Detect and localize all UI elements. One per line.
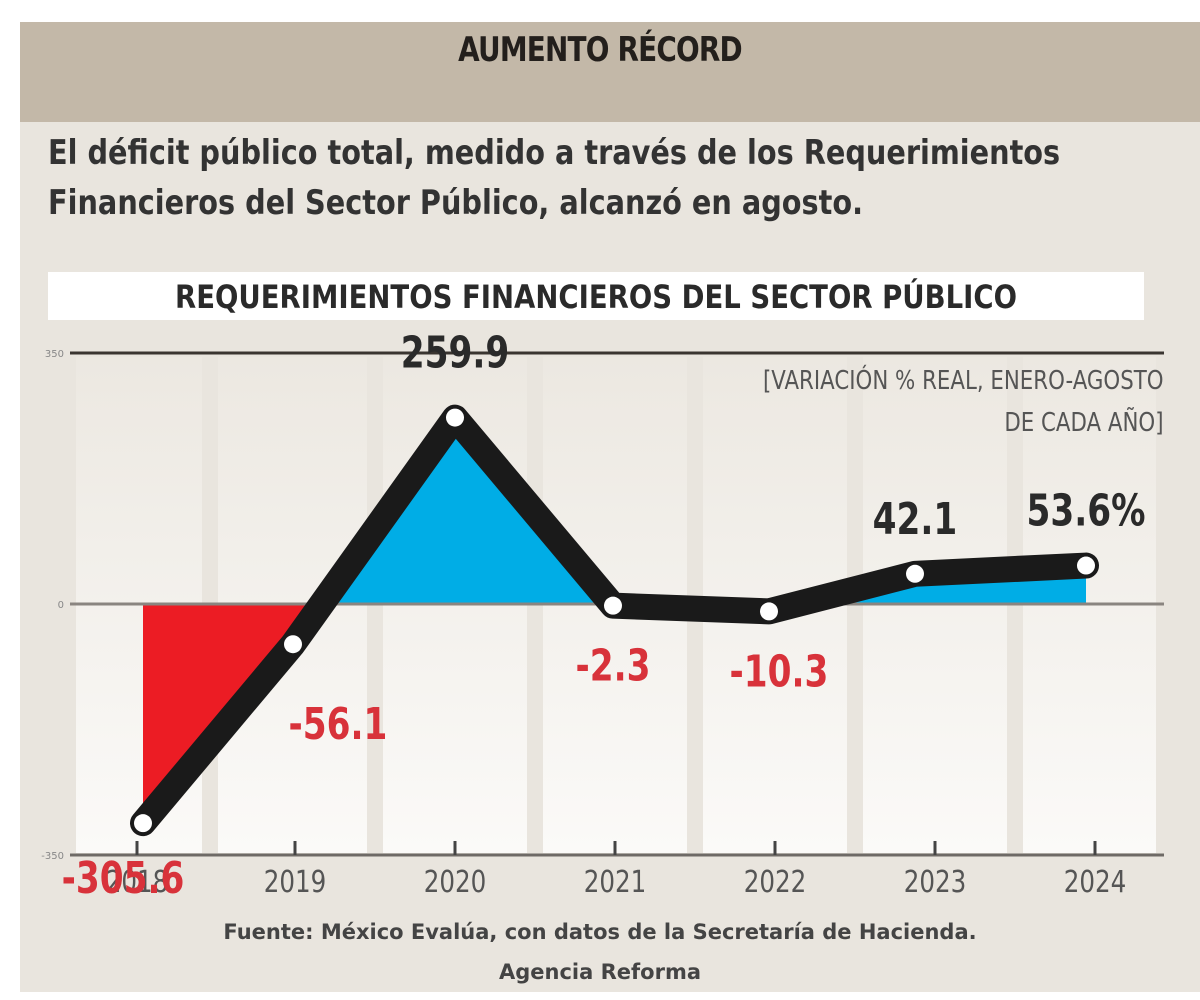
subtitle-line-1: El déficit público total, medido a travé… [48,133,1061,173]
data-point [134,814,152,833]
subtitle: El déficit público total, medido a travé… [48,128,1180,228]
y-tick-label: 350 [45,349,64,360]
footer: Fuente: México Evalúa, con datos de la S… [0,912,1200,992]
data-label: -56.1 [289,699,388,750]
x-tick-label: 2019 [264,866,327,900]
subtitle-line-2: Financieros del Sector Público, alcanzó … [48,183,864,223]
header-band [20,22,1200,122]
x-tick-label: 2024 [1064,866,1127,900]
units-note: [VARIACIÓN % REAL, ENERO-AGOSTO DE CADA … [763,360,1164,444]
data-label: -2.3 [575,641,650,692]
data-point [604,596,622,615]
agency-credit: Agencia Reforma [499,960,701,984]
source-note: Fuente: México Evalúa, con datos de la S… [223,920,977,944]
header-title: AUMENTO RÉCORD [458,30,743,70]
units-line-2: DE CADA AÑO] [1004,408,1164,438]
data-point [1077,556,1095,575]
data-point [906,564,924,583]
data-point [446,408,464,427]
y-tick-label: -350 [41,851,64,862]
data-label: -10.3 [730,646,829,697]
data-label: 259.9 [401,327,510,378]
y-tick-label: 0 [58,600,64,611]
chart-title-bar: REQUERIMIENTOS FINANCIEROS DEL SECTOR PÚ… [48,272,1144,320]
x-tick-label: 2022 [744,866,807,900]
x-tick-label: 2020 [424,866,487,900]
x-tick-label: 2018 [106,866,169,900]
data-point [284,635,302,654]
data-label: 42.1 [873,494,958,545]
data-point [760,602,778,621]
data-label: -305.6 [62,853,185,904]
data-label: 53.6% [1026,485,1145,536]
chart-title: REQUERIMIENTOS FINANCIEROS DEL SECTOR PÚ… [175,278,1017,316]
x-tick-label: 2021 [584,866,647,900]
units-line-1: [VARIACIÓN % REAL, ENERO-AGOSTO [763,366,1164,396]
x-tick-label: 2023 [904,866,967,900]
